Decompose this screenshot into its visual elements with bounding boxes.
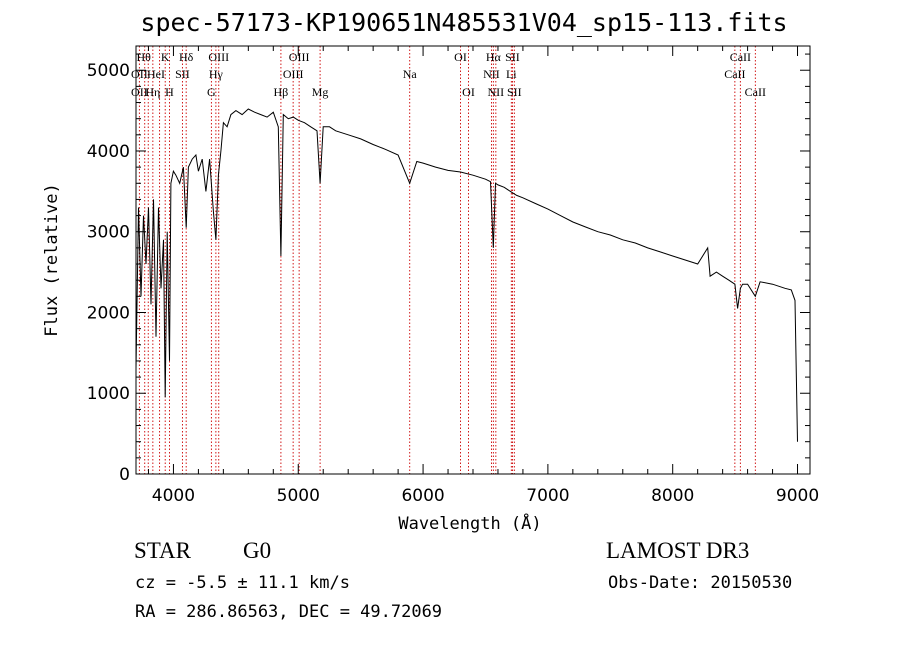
marker-label: SII <box>175 67 190 81</box>
y-axis-label: Flux (relative) <box>42 183 62 337</box>
y-axis-ticks: 0 1000 2000 3000 4000 5000 <box>87 53 810 485</box>
marker-label: Hα <box>486 50 502 64</box>
coordinates: RA = 286.86563, DEC = 49.72069 <box>135 602 443 622</box>
object-class: STAR <box>134 538 191 563</box>
marker-label: SII <box>505 50 520 64</box>
x-axis-ticks: 4000 5000 6000 7000 8000 9000 <box>147 46 819 506</box>
x-tick-label: 4000 <box>152 486 195 506</box>
marker-label: Na <box>403 67 418 81</box>
marker-label: Li <box>506 67 517 81</box>
y-tick-label: 3000 <box>87 223 130 243</box>
marker-label: K <box>161 50 170 64</box>
page-title: spec-57173-KP190651N485531V04_sp15-113.f… <box>140 8 788 37</box>
observation-date: Obs-Date: 20150530 <box>608 573 793 593</box>
y-tick-label: 5000 <box>87 61 130 81</box>
marker-label: Hη <box>145 85 160 99</box>
marker-label: CaII <box>724 67 745 81</box>
marker-label: OIII <box>208 50 229 64</box>
marker-label: Hβ <box>274 85 289 99</box>
x-tick-label: 6000 <box>401 486 444 506</box>
marker-label: Hγ <box>209 67 224 81</box>
x-tick-label: 5000 <box>277 486 320 506</box>
marker-label: HeI <box>147 67 165 81</box>
y-tick-label: 4000 <box>87 142 130 162</box>
marker-label: OI <box>462 85 475 99</box>
marker-label: OI <box>454 50 467 64</box>
spectrum-line <box>135 108 798 442</box>
line-markers <box>138 46 756 474</box>
marker-label: H <box>165 85 174 99</box>
object-subclass: G0 <box>243 538 272 563</box>
marker-label: NII <box>488 85 505 99</box>
marker-label: OII <box>131 85 148 99</box>
marker-label: Hθ <box>137 50 152 64</box>
y-tick-label: 0 <box>119 465 130 485</box>
redshift-velocity: cz = -5.5 ± 11.1 km/s <box>135 573 350 593</box>
marker-label: SII <box>507 85 522 99</box>
y-tick-label: 1000 <box>87 384 130 404</box>
marker-label: OII <box>131 67 148 81</box>
survey-name: LAMOST DR3 <box>606 538 750 563</box>
marker-label: Hδ <box>179 50 194 64</box>
x-axis-label: Wavelength (Å) <box>398 512 541 534</box>
marker-label: Mg <box>312 85 329 99</box>
x-tick-label: 8000 <box>651 486 694 506</box>
x-tick-label: 9000 <box>776 486 819 506</box>
marker-label: G <box>207 85 216 99</box>
marker-label: OIII <box>289 50 310 64</box>
marker-label: CaII <box>730 50 751 64</box>
marker-label: NII <box>483 67 500 81</box>
marker-label: CaII <box>745 85 766 99</box>
y-tick-label: 2000 <box>87 303 130 323</box>
x-tick-label: 7000 <box>526 486 569 506</box>
marker-label: OIII <box>283 67 304 81</box>
